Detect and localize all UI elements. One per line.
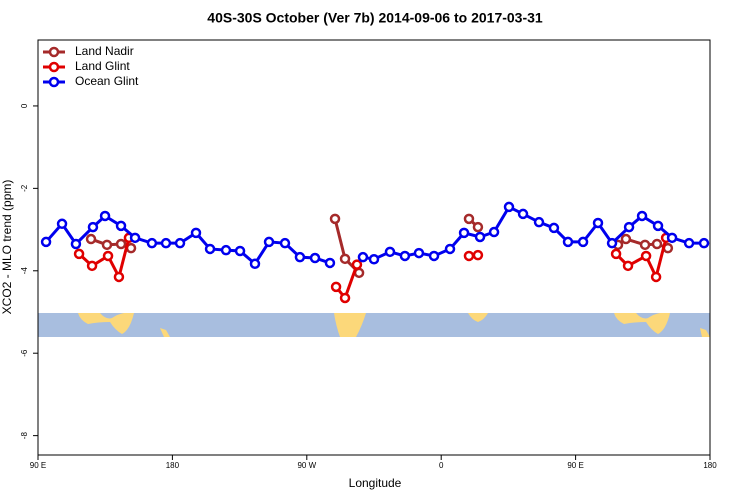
data-point — [623, 221, 635, 233]
data-point — [324, 257, 336, 269]
data-point — [384, 246, 396, 258]
data-point — [444, 243, 456, 255]
data-point — [533, 216, 545, 228]
data-point — [279, 237, 291, 249]
data-point — [606, 237, 618, 249]
data-point — [652, 220, 664, 232]
y-tick-label: -8 — [20, 432, 29, 440]
x-tick-label: 90 W — [297, 461, 316, 470]
data-point — [610, 248, 622, 260]
data-point — [87, 221, 99, 233]
map-strip — [38, 313, 710, 337]
data-point — [548, 222, 560, 234]
data-point — [351, 259, 363, 270]
data-point — [640, 250, 652, 262]
x-tick-label: 90 E — [567, 461, 583, 470]
data-point — [622, 260, 634, 272]
data-point — [204, 243, 216, 255]
data-point — [234, 245, 246, 257]
data-point — [263, 236, 275, 248]
data-point — [146, 237, 158, 249]
y-tick-label: -2 — [20, 184, 29, 192]
data-point — [620, 233, 632, 245]
data-point — [503, 201, 515, 213]
data-point — [399, 250, 411, 262]
data-point — [190, 227, 202, 239]
data-point — [472, 221, 484, 233]
y-axis-label: XCO2 - MLO trend (ppm) — [0, 180, 14, 315]
data-point — [428, 250, 440, 262]
plot-frame — [37, 39, 711, 456]
data-point — [458, 227, 470, 239]
data-point — [463, 250, 475, 262]
legend-label: Land Glint — [75, 59, 130, 73]
data-point — [577, 236, 589, 248]
data-point — [309, 252, 321, 264]
data-point — [220, 244, 232, 256]
data-point — [463, 213, 475, 225]
chart-title: 40S-30S October (Ver 7b) 2014-09-06 to 2… — [207, 10, 543, 26]
x-axis-label: Longitude — [349, 476, 402, 490]
data-point — [592, 217, 604, 229]
data-point — [113, 271, 125, 283]
data-point — [368, 253, 380, 265]
data-point — [636, 210, 648, 222]
legend-label: Ocean Glint — [75, 74, 139, 88]
data-point — [56, 218, 68, 230]
data-point — [174, 237, 186, 249]
legend-marker — [48, 46, 60, 58]
y-tick-label: -6 — [20, 349, 29, 357]
data-point — [115, 220, 127, 232]
data-point — [357, 251, 369, 263]
data-point — [339, 253, 351, 265]
data-point — [129, 232, 141, 244]
data-point — [329, 213, 341, 225]
y-tick-label: -4 — [20, 267, 29, 275]
data-point — [339, 292, 351, 304]
data-point — [99, 210, 111, 222]
data-point — [101, 239, 113, 251]
data-point — [517, 208, 529, 220]
data-point — [650, 271, 662, 283]
x-tick-label: 180 — [166, 461, 180, 470]
x-tick-label: 90 E — [30, 461, 46, 470]
data-point — [666, 232, 678, 244]
data-point — [73, 248, 85, 260]
data-point — [160, 237, 172, 249]
data-point — [474, 231, 486, 243]
data-point — [85, 233, 97, 245]
x-tick-label: 0 — [439, 461, 444, 470]
data-point — [683, 237, 695, 249]
y-tick-label: 0 — [20, 103, 29, 108]
data-point — [639, 239, 651, 251]
legend-label: Land Nadir — [75, 44, 134, 58]
data-point — [413, 247, 425, 259]
data-point — [86, 260, 98, 272]
data-point — [472, 249, 484, 261]
legend-marker — [48, 61, 60, 73]
data-point — [698, 237, 710, 249]
data-point — [488, 226, 500, 238]
data-point — [40, 236, 52, 248]
x-tick-label: 180 — [703, 461, 717, 470]
data-point — [115, 238, 127, 250]
data-point — [330, 281, 342, 293]
legend-marker — [48, 76, 60, 88]
data-point — [294, 251, 306, 263]
data-point — [70, 238, 82, 250]
data-point — [249, 258, 261, 270]
data-point — [102, 250, 114, 262]
data-point — [562, 236, 574, 248]
data-point — [651, 238, 663, 250]
